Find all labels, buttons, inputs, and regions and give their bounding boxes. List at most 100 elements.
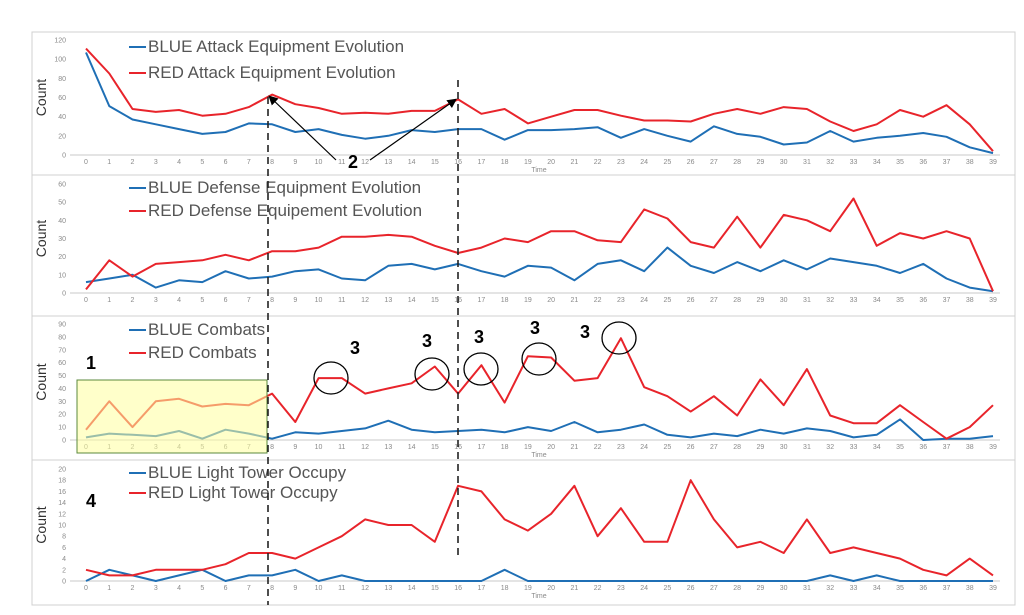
x-tick-label: 21 — [570, 444, 578, 451]
y-tick-label: 80 — [58, 334, 66, 341]
x-tick-label: 36 — [919, 297, 927, 304]
x-tick-label: 13 — [384, 444, 392, 451]
x-tick-label: 21 — [570, 297, 578, 304]
x-tick-label: 1 — [107, 159, 111, 166]
x-tick-label: 7 — [247, 159, 251, 166]
x-tick-label: 25 — [664, 444, 672, 451]
x-tick-label: 35 — [896, 585, 904, 592]
y-tick-label: 60 — [58, 95, 66, 102]
x-tick-label: 28 — [733, 297, 741, 304]
x-tick-label: 34 — [873, 159, 881, 166]
x-tick-label: 38 — [966, 585, 974, 592]
y-tick-label: 10 — [58, 272, 66, 279]
y-tick-label: 40 — [58, 114, 66, 121]
x-tick-label: 10 — [315, 159, 323, 166]
y-tick-label: 20 — [58, 412, 66, 419]
y-tick-label: 0 — [62, 579, 66, 586]
y-tick-label: 4 — [62, 556, 66, 563]
x-tick-label: 32 — [826, 297, 834, 304]
x-tick-label: 12 — [361, 297, 369, 304]
y-tick-label: 90 — [58, 322, 66, 329]
y-tick-label: 30 — [58, 236, 66, 243]
x-tick-label: 7 — [247, 585, 251, 592]
x-tick-label: 29 — [757, 585, 765, 592]
x-tick-label: 20 — [547, 159, 555, 166]
x-tick-label: 1 — [107, 585, 111, 592]
x-tick-label: 3 — [154, 297, 158, 304]
x-tick-label: 34 — [873, 444, 881, 451]
y-tick-label: 100 — [54, 57, 66, 64]
x-tick-label: 19 — [524, 159, 532, 166]
x-tick-label: 5 — [200, 297, 204, 304]
x-tick-label: 36 — [919, 585, 927, 592]
x-tick-label: 14 — [408, 297, 416, 304]
x-tick-label: 22 — [594, 159, 602, 166]
annotation-3: 3 — [580, 322, 590, 342]
x-tick-label: 11 — [338, 444, 345, 451]
x-tick-label: 20 — [547, 585, 555, 592]
x-tick-label: 16 — [454, 585, 462, 592]
x-tick-label: 9 — [293, 444, 297, 451]
x-tick-label: 16 — [454, 159, 462, 166]
y-tick-label: 0 — [62, 291, 66, 298]
x-tick-label: 20 — [547, 444, 555, 451]
x-tick-label: 29 — [757, 297, 765, 304]
peak-circle — [414, 357, 450, 391]
legend-label: BLUE Combats — [148, 320, 265, 339]
y-tick-label: 50 — [58, 373, 66, 380]
y-tick-label: 20 — [58, 254, 66, 261]
x-tick-label: 24 — [640, 297, 648, 304]
x-tick-label: 4 — [177, 585, 181, 592]
x-tick-label: 39 — [989, 585, 997, 592]
x-axis-title: Time — [531, 593, 546, 600]
x-tick-label: 9 — [293, 585, 297, 592]
y-tick-label: 14 — [58, 500, 66, 507]
arrow-2-left — [268, 95, 337, 161]
y-tick-label: 60 — [58, 182, 66, 189]
x-tick-label: 8 — [270, 444, 274, 451]
annotation-3: 3 — [474, 327, 484, 347]
x-tick-label: 38 — [966, 444, 974, 451]
x-tick-label: 8 — [270, 297, 274, 304]
x-tick-label: 39 — [989, 444, 997, 451]
y-tick-label: 8 — [62, 534, 66, 541]
x-tick-label: 21 — [570, 585, 578, 592]
x-tick-label: 12 — [361, 444, 369, 451]
x-tick-label: 22 — [594, 585, 602, 592]
x-tick-label: 7 — [247, 297, 251, 304]
x-tick-label: 11 — [338, 585, 345, 592]
x-tick-label: 32 — [826, 444, 834, 451]
x-tick-label: 33 — [850, 444, 858, 451]
x-tick-label: 28 — [733, 585, 741, 592]
x-tick-label: 24 — [640, 585, 648, 592]
x-tick-label: 37 — [943, 585, 951, 592]
x-tick-label: 30 — [780, 444, 788, 451]
y-tick-label: 0 — [62, 153, 66, 160]
y-tick-label: 20 — [58, 133, 66, 140]
x-tick-label: 21 — [570, 159, 578, 166]
x-tick-label: 19 — [524, 585, 532, 592]
x-tick-label: 35 — [896, 297, 904, 304]
x-tick-label: 39 — [989, 297, 997, 304]
y-tick-label: 80 — [58, 76, 66, 83]
x-tick-label: 5 — [200, 159, 204, 166]
x-tick-label: 27 — [710, 159, 718, 166]
x-tick-label: 29 — [757, 444, 765, 451]
x-tick-label: 30 — [780, 297, 788, 304]
x-tick-label: 0 — [84, 159, 88, 166]
x-tick-label: 30 — [780, 585, 788, 592]
x-tick-label: 17 — [477, 159, 485, 166]
y-tick-label: 30 — [58, 399, 66, 406]
x-tick-label: 6 — [224, 159, 228, 166]
x-tick-label: 27 — [710, 297, 718, 304]
x-tick-label: 22 — [594, 297, 602, 304]
x-tick-label: 25 — [664, 585, 672, 592]
y-axis-title: Count — [33, 506, 49, 543]
x-tick-label: 20 — [547, 297, 555, 304]
x-tick-label: 24 — [640, 159, 648, 166]
x-tick-label: 26 — [687, 444, 695, 451]
series-line-blue — [85, 246, 994, 293]
